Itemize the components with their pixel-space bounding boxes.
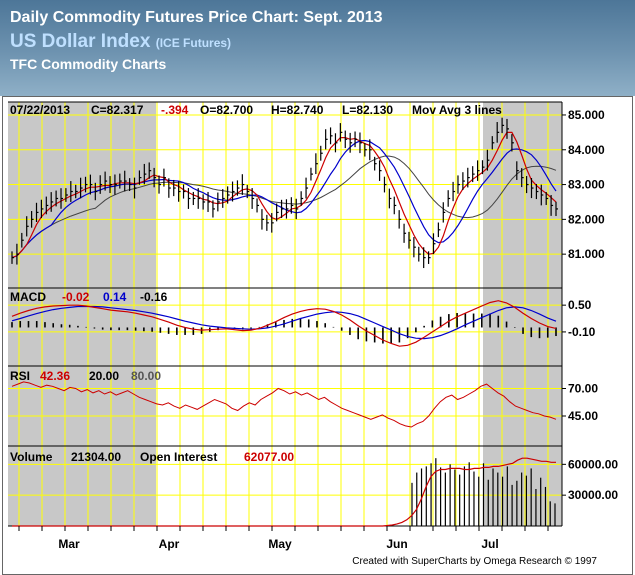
macd-pane [11, 300, 557, 347]
price-tick-label: 81.000 [568, 247, 605, 261]
macd-line [11, 300, 557, 347]
info-low: L=82.130 [342, 103, 393, 117]
volume-label: Volume [10, 450, 53, 464]
month-label: Jun [386, 537, 407, 551]
info-date: 07/22/2013 [10, 103, 70, 117]
page-title: Daily Commodity Futures Price Chart: Sep… [10, 9, 383, 26]
volume-tick-label: 30000.00 [568, 488, 618, 502]
volume-value: 21304.00 [71, 450, 121, 464]
rsi-line [11, 381, 557, 428]
instrument-title: US Dollar Index (ICE Futures) [10, 31, 231, 53]
instrument-exchange: (ICE Futures) [155, 36, 232, 50]
open-interest-value: 62077.00 [244, 450, 294, 464]
header-banner: Daily Commodity Futures Price Chart: Sep… [0, 0, 635, 96]
rsi-low-level: 20.00 [89, 369, 119, 383]
shaded-regions [8, 102, 562, 526]
axes: 85.000 84.000 83.000 82.000 81.000 0.50 -0.10 7… [18, 108, 618, 551]
month-label: Apr [159, 537, 180, 551]
ma-mid-line [11, 139, 557, 259]
volume-pane [12, 457, 556, 527]
macd-hist-value: -0.16 [140, 290, 168, 304]
rsi-high-level: 80.00 [131, 369, 161, 383]
macd-value: -0.02 [62, 290, 90, 304]
open-interest-line [12, 457, 556, 527]
info-change: -.394 [161, 103, 189, 117]
price-tick-label: 85.000 [568, 108, 605, 122]
info-note: Mov Avg 3 lines [412, 103, 502, 117]
month-label: Mar [58, 537, 80, 551]
rsi-tick-label: 70.00 [568, 382, 598, 396]
rsi-value: 42.36 [40, 369, 70, 383]
info-high: H=82.740 [271, 103, 324, 117]
info-open: O=82.700 [200, 103, 253, 117]
ma-slow-line [11, 155, 557, 259]
shaded-region-left [8, 102, 156, 526]
price-pane [11, 117, 558, 269]
rsi-pane [11, 381, 557, 428]
price-tick-label: 83.000 [568, 178, 605, 192]
source-label: TFC Commodity Charts [10, 56, 167, 72]
macd-label: MACD [10, 290, 46, 304]
month-label: May [268, 537, 292, 551]
macd-tick-label: -0.10 [568, 325, 596, 339]
info-close: C=82.317 [91, 103, 144, 117]
shaded-region-right [483, 102, 562, 526]
macd-signal-line [11, 305, 557, 340]
open-interest-label: Open Interest [140, 450, 217, 464]
macd-signal-value: 0.14 [103, 290, 127, 304]
price-tick-label: 84.000 [568, 143, 605, 157]
macd-tick-label: 0.50 [568, 298, 592, 312]
ma-fast-line [11, 131, 557, 259]
credit-note: Created with SuperCharts by Omega Resear… [352, 556, 597, 567]
rsi-tick-label: 45.00 [568, 409, 598, 423]
instrument-name: US Dollar Index [10, 31, 151, 52]
month-label: Jul [481, 537, 498, 551]
price-tick-label: 82.000 [568, 212, 605, 226]
rsi-label: RSI [10, 369, 30, 383]
volume-tick-label: 60000.00 [568, 457, 618, 471]
grid-lines [8, 102, 562, 526]
